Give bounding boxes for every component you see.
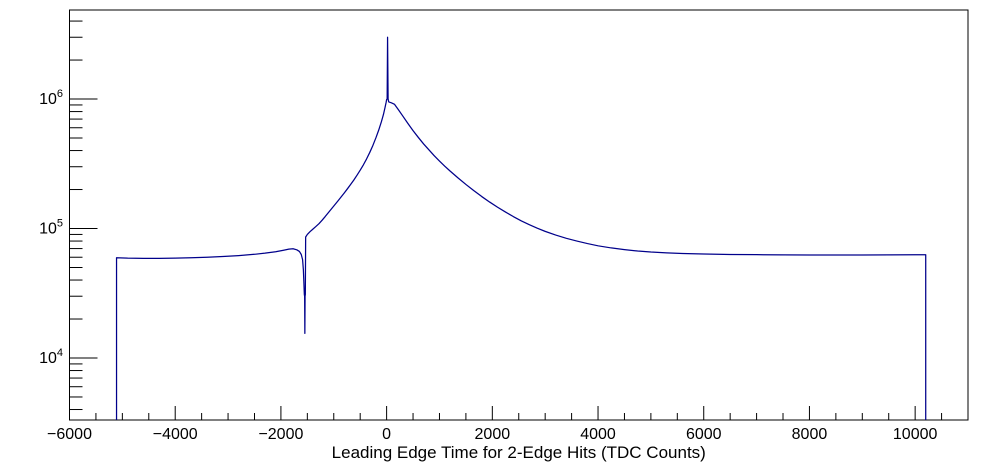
plot-frame [69, 9, 969, 421]
y-axis: 104 105 106 [39, 20, 98, 411]
x-tick-label: 2000 [475, 426, 511, 443]
y-tick-label: 105 [39, 218, 63, 238]
y-tick-label: 106 [39, 88, 63, 108]
x-tick-label: 0 [382, 426, 391, 443]
x-tick-label: −4000 [153, 426, 198, 443]
histogram-line [115, 36, 927, 420]
x-tick-label: −2000 [258, 426, 303, 443]
x-tick-label: −6000 [47, 426, 92, 443]
x-axis: −6000 −4000 −2000 0 2000 4000 6000 8000 10000 [47, 406, 943, 443]
x-tick-label: 4000 [580, 426, 616, 443]
y-tick-label: 104 [39, 347, 63, 367]
x-tick-label: 10000 [893, 426, 938, 443]
x-tick-label: 6000 [686, 426, 722, 443]
x-tick-label: 8000 [792, 426, 828, 443]
x-axis-title: Leading Edge Time for 2-Edge Hits (TDC C… [332, 443, 706, 462]
